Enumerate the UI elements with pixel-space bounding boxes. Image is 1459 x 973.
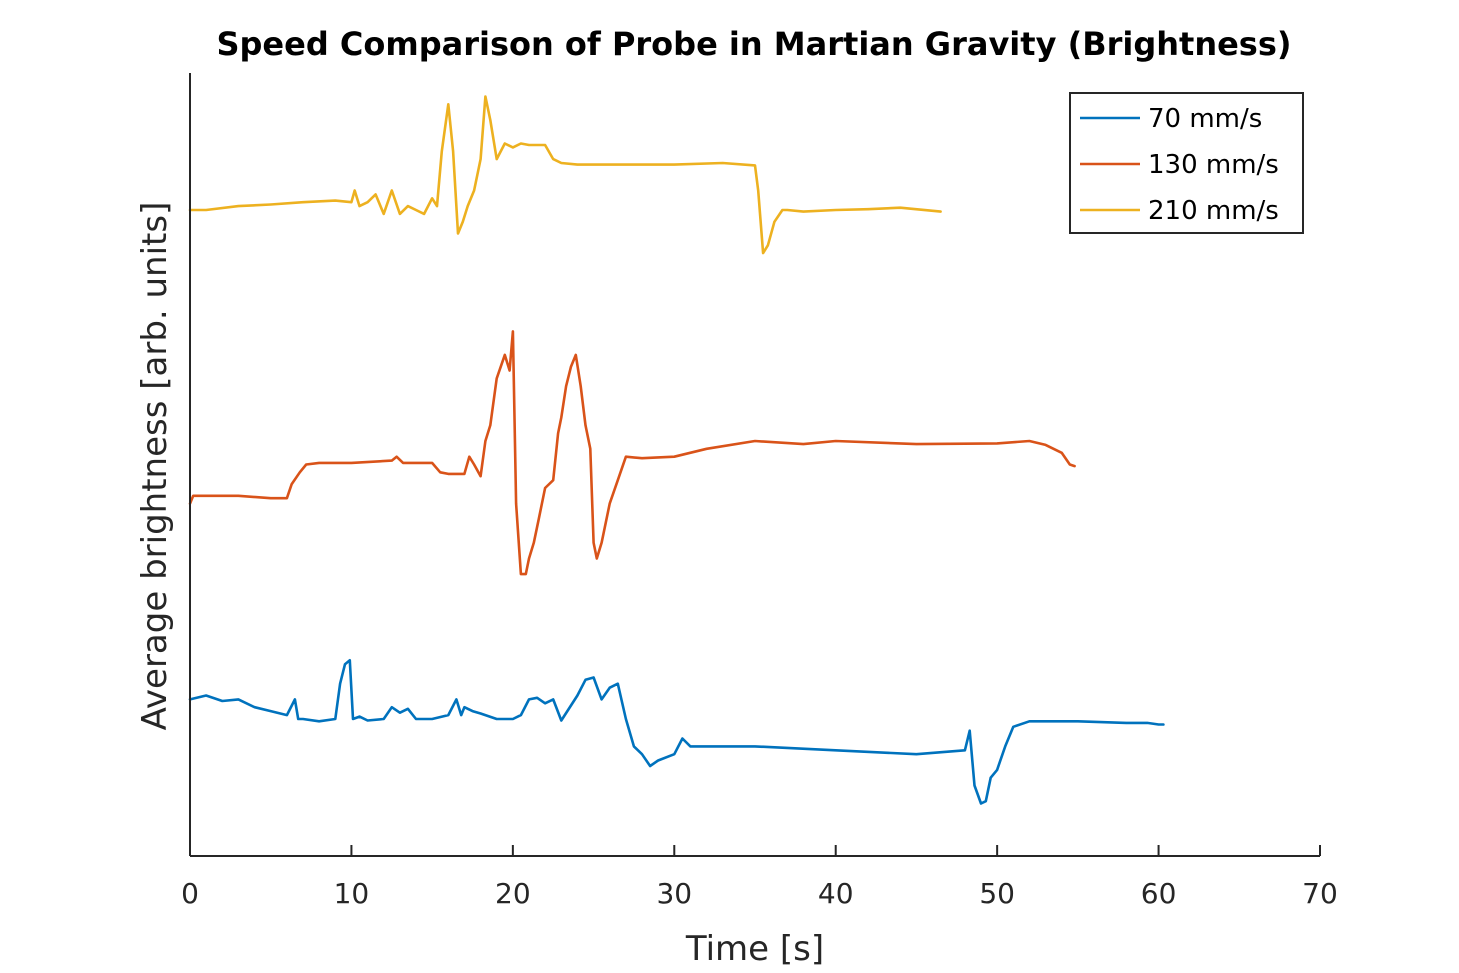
x-tick-label: 60 [1141,877,1177,910]
legend-label-1: 130 mm/s [1148,150,1279,180]
legend: 70 mm/s 130 mm/s 210 mm/s [1069,92,1304,234]
y-axis-label: Average brightness [arb. units] [135,202,175,731]
legend-label-2: 210 mm/s [1148,196,1279,226]
chart-title: Speed Comparison of Probe in Martian Gra… [216,25,1291,63]
x-tick-label: 20 [495,877,531,910]
x-tick-label: 10 [334,877,370,910]
legend-items: 70 mm/s 130 mm/s 210 mm/s [1080,104,1279,226]
x-axis-label: Time [s] [685,929,824,969]
series-layer [188,95,1165,805]
series-line-2 [188,95,942,255]
x-tick-label: 70 [1302,877,1338,910]
legend-label-0: 70 mm/s [1148,104,1262,134]
x-tick-label: 50 [979,877,1015,910]
series-line-0 [188,659,1165,805]
x-tick-label: 40 [818,877,854,910]
x-tick-label: 30 [656,877,692,910]
x-tick-label: 0 [181,877,199,910]
series-line-1 [188,330,1076,576]
x-axis-ticks: 0 10 20 30 40 50 60 70 [181,845,1338,910]
legend-box [1069,92,1304,234]
